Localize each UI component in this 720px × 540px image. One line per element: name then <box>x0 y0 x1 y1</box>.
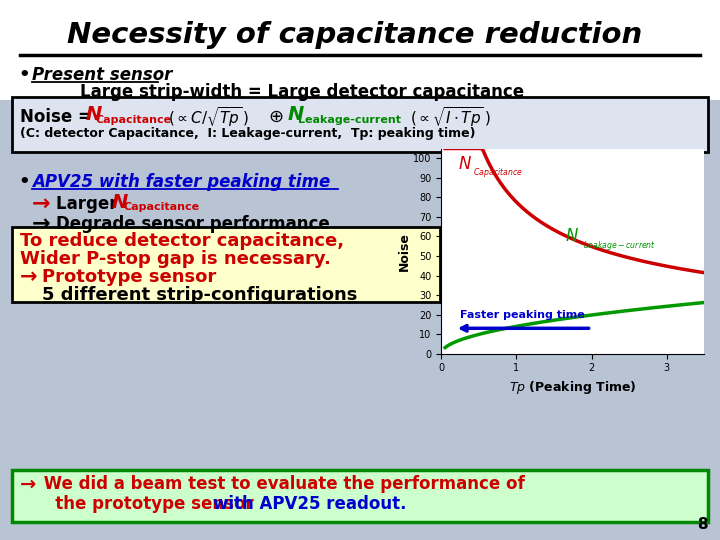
Text: Noise =: Noise = <box>20 108 98 126</box>
Text: To reduce detector capacitance,: To reduce detector capacitance, <box>20 232 344 250</box>
Text: Present sensor: Present sensor <box>32 66 172 84</box>
Text: the prototype sensor: the prototype sensor <box>38 495 259 513</box>
Text: $\mathit{_{Leakage-current}}$: $\mathit{_{Leakage-current}}$ <box>582 239 656 254</box>
Text: •: • <box>18 66 30 84</box>
Text: Wider P-stop gap is necessary.: Wider P-stop gap is necessary. <box>20 250 331 268</box>
Text: →: → <box>32 194 50 214</box>
FancyBboxPatch shape <box>12 227 440 302</box>
Text: $\it{N}$: $\it{N}$ <box>458 155 472 173</box>
Text: Faster peaking time: Faster peaking time <box>460 309 585 320</box>
Text: (C: detector Capacitance,  I: Leakage-current,  Tp: peaking time): (C: detector Capacitance, I: Leakage-cur… <box>20 127 475 140</box>
Text: Larger: Larger <box>56 195 123 213</box>
Text: APV25 with faster peaking time: APV25 with faster peaking time <box>32 173 330 191</box>
Text: $\oplus$: $\oplus$ <box>268 108 284 126</box>
Text: 8: 8 <box>698 517 708 532</box>
Bar <box>0 0 720 100</box>
Text: Leakage-current: Leakage-current <box>298 115 401 125</box>
Text: Capacitance: Capacitance <box>96 115 172 125</box>
Text: $\mathit{_{Capacitance}}$: $\mathit{_{Capacitance}}$ <box>473 166 523 181</box>
Text: Degrade sensor performance: Degrade sensor performance <box>56 215 330 233</box>
FancyBboxPatch shape <box>12 470 708 522</box>
Text: →: → <box>20 267 37 287</box>
Text: We did a beam test to evaluate the performance of: We did a beam test to evaluate the perfo… <box>38 475 525 493</box>
Text: $\it{N}$: $\it{N}$ <box>565 227 579 246</box>
Text: N: N <box>112 192 128 212</box>
Y-axis label: Noise: Noise <box>397 232 410 271</box>
Text: $(\propto\sqrt{I \cdot Tp}\,)$: $(\propto\sqrt{I \cdot Tp}\,)$ <box>410 105 491 129</box>
Text: 5 different strip-configurations: 5 different strip-configurations <box>42 286 357 304</box>
Text: $(\propto C/\sqrt{Tp}\,)$: $(\propto C/\sqrt{Tp}\,)$ <box>168 105 249 129</box>
Text: Large strip-width = Large detector capacitance: Large strip-width = Large detector capac… <box>80 83 524 101</box>
Text: →: → <box>20 475 37 494</box>
Text: Prototype sensor: Prototype sensor <box>42 268 216 286</box>
Text: Capacitance: Capacitance <box>123 202 199 212</box>
Text: •: • <box>18 173 30 191</box>
FancyBboxPatch shape <box>12 97 708 152</box>
Text: Necessity of capacitance reduction: Necessity of capacitance reduction <box>68 21 643 49</box>
Bar <box>0 100 720 540</box>
X-axis label: $\it{Tp}$ (Peaking Time): $\it{Tp}$ (Peaking Time) <box>509 379 636 396</box>
Text: with APV25 readout.: with APV25 readout. <box>213 495 407 513</box>
Text: →: → <box>32 214 50 234</box>
Text: N: N <box>288 105 305 125</box>
Text: N: N <box>86 105 102 125</box>
